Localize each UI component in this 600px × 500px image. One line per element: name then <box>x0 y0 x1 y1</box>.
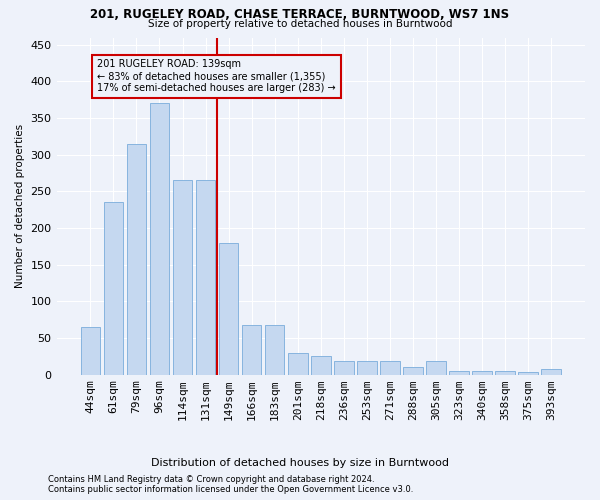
Bar <box>380 362 400 374</box>
Bar <box>242 325 262 374</box>
Bar <box>357 362 377 374</box>
Text: Size of property relative to detached houses in Burntwood: Size of property relative to detached ho… <box>148 19 452 29</box>
Text: Contains HM Land Registry data © Crown copyright and database right 2024.: Contains HM Land Registry data © Crown c… <box>48 475 374 484</box>
Bar <box>288 352 308 374</box>
Bar <box>496 371 515 374</box>
Bar <box>472 371 492 374</box>
Bar <box>403 368 423 374</box>
Bar <box>104 202 123 374</box>
Bar <box>265 325 284 374</box>
Text: Contains public sector information licensed under the Open Government Licence v3: Contains public sector information licen… <box>48 485 413 494</box>
Bar <box>219 242 238 374</box>
Y-axis label: Number of detached properties: Number of detached properties <box>15 124 25 288</box>
Bar <box>80 327 100 374</box>
Text: Distribution of detached houses by size in Burntwood: Distribution of detached houses by size … <box>151 458 449 468</box>
Bar <box>311 356 331 374</box>
Bar <box>541 369 561 374</box>
Text: 201 RUGELEY ROAD: 139sqm
← 83% of detached houses are smaller (1,355)
17% of sem: 201 RUGELEY ROAD: 139sqm ← 83% of detach… <box>97 60 336 92</box>
Bar <box>149 104 169 374</box>
Bar <box>518 372 538 374</box>
Bar <box>426 362 446 374</box>
Text: 201, RUGELEY ROAD, CHASE TERRACE, BURNTWOOD, WS7 1NS: 201, RUGELEY ROAD, CHASE TERRACE, BURNTW… <box>91 8 509 20</box>
Bar <box>449 371 469 374</box>
Bar <box>173 180 193 374</box>
Bar <box>334 362 353 374</box>
Bar <box>196 180 215 374</box>
Bar <box>127 144 146 374</box>
